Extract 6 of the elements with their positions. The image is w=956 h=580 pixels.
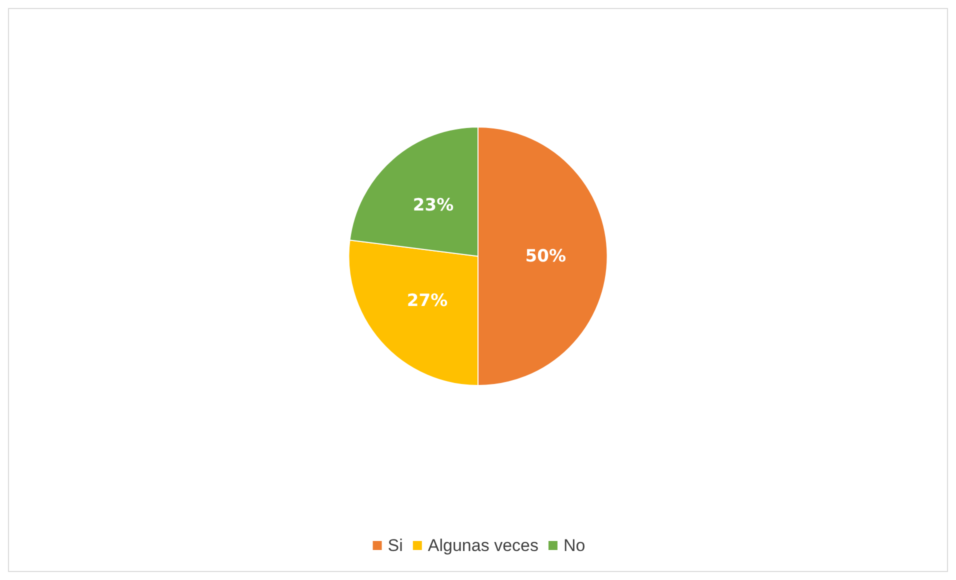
data-label: 23% xyxy=(412,196,454,216)
legend-label: Si xyxy=(388,536,403,555)
legend-label: Algunas veces xyxy=(428,536,538,555)
data-label: 27% xyxy=(406,291,448,312)
legend-label: No xyxy=(563,536,586,555)
data-label: 50% xyxy=(525,246,566,266)
